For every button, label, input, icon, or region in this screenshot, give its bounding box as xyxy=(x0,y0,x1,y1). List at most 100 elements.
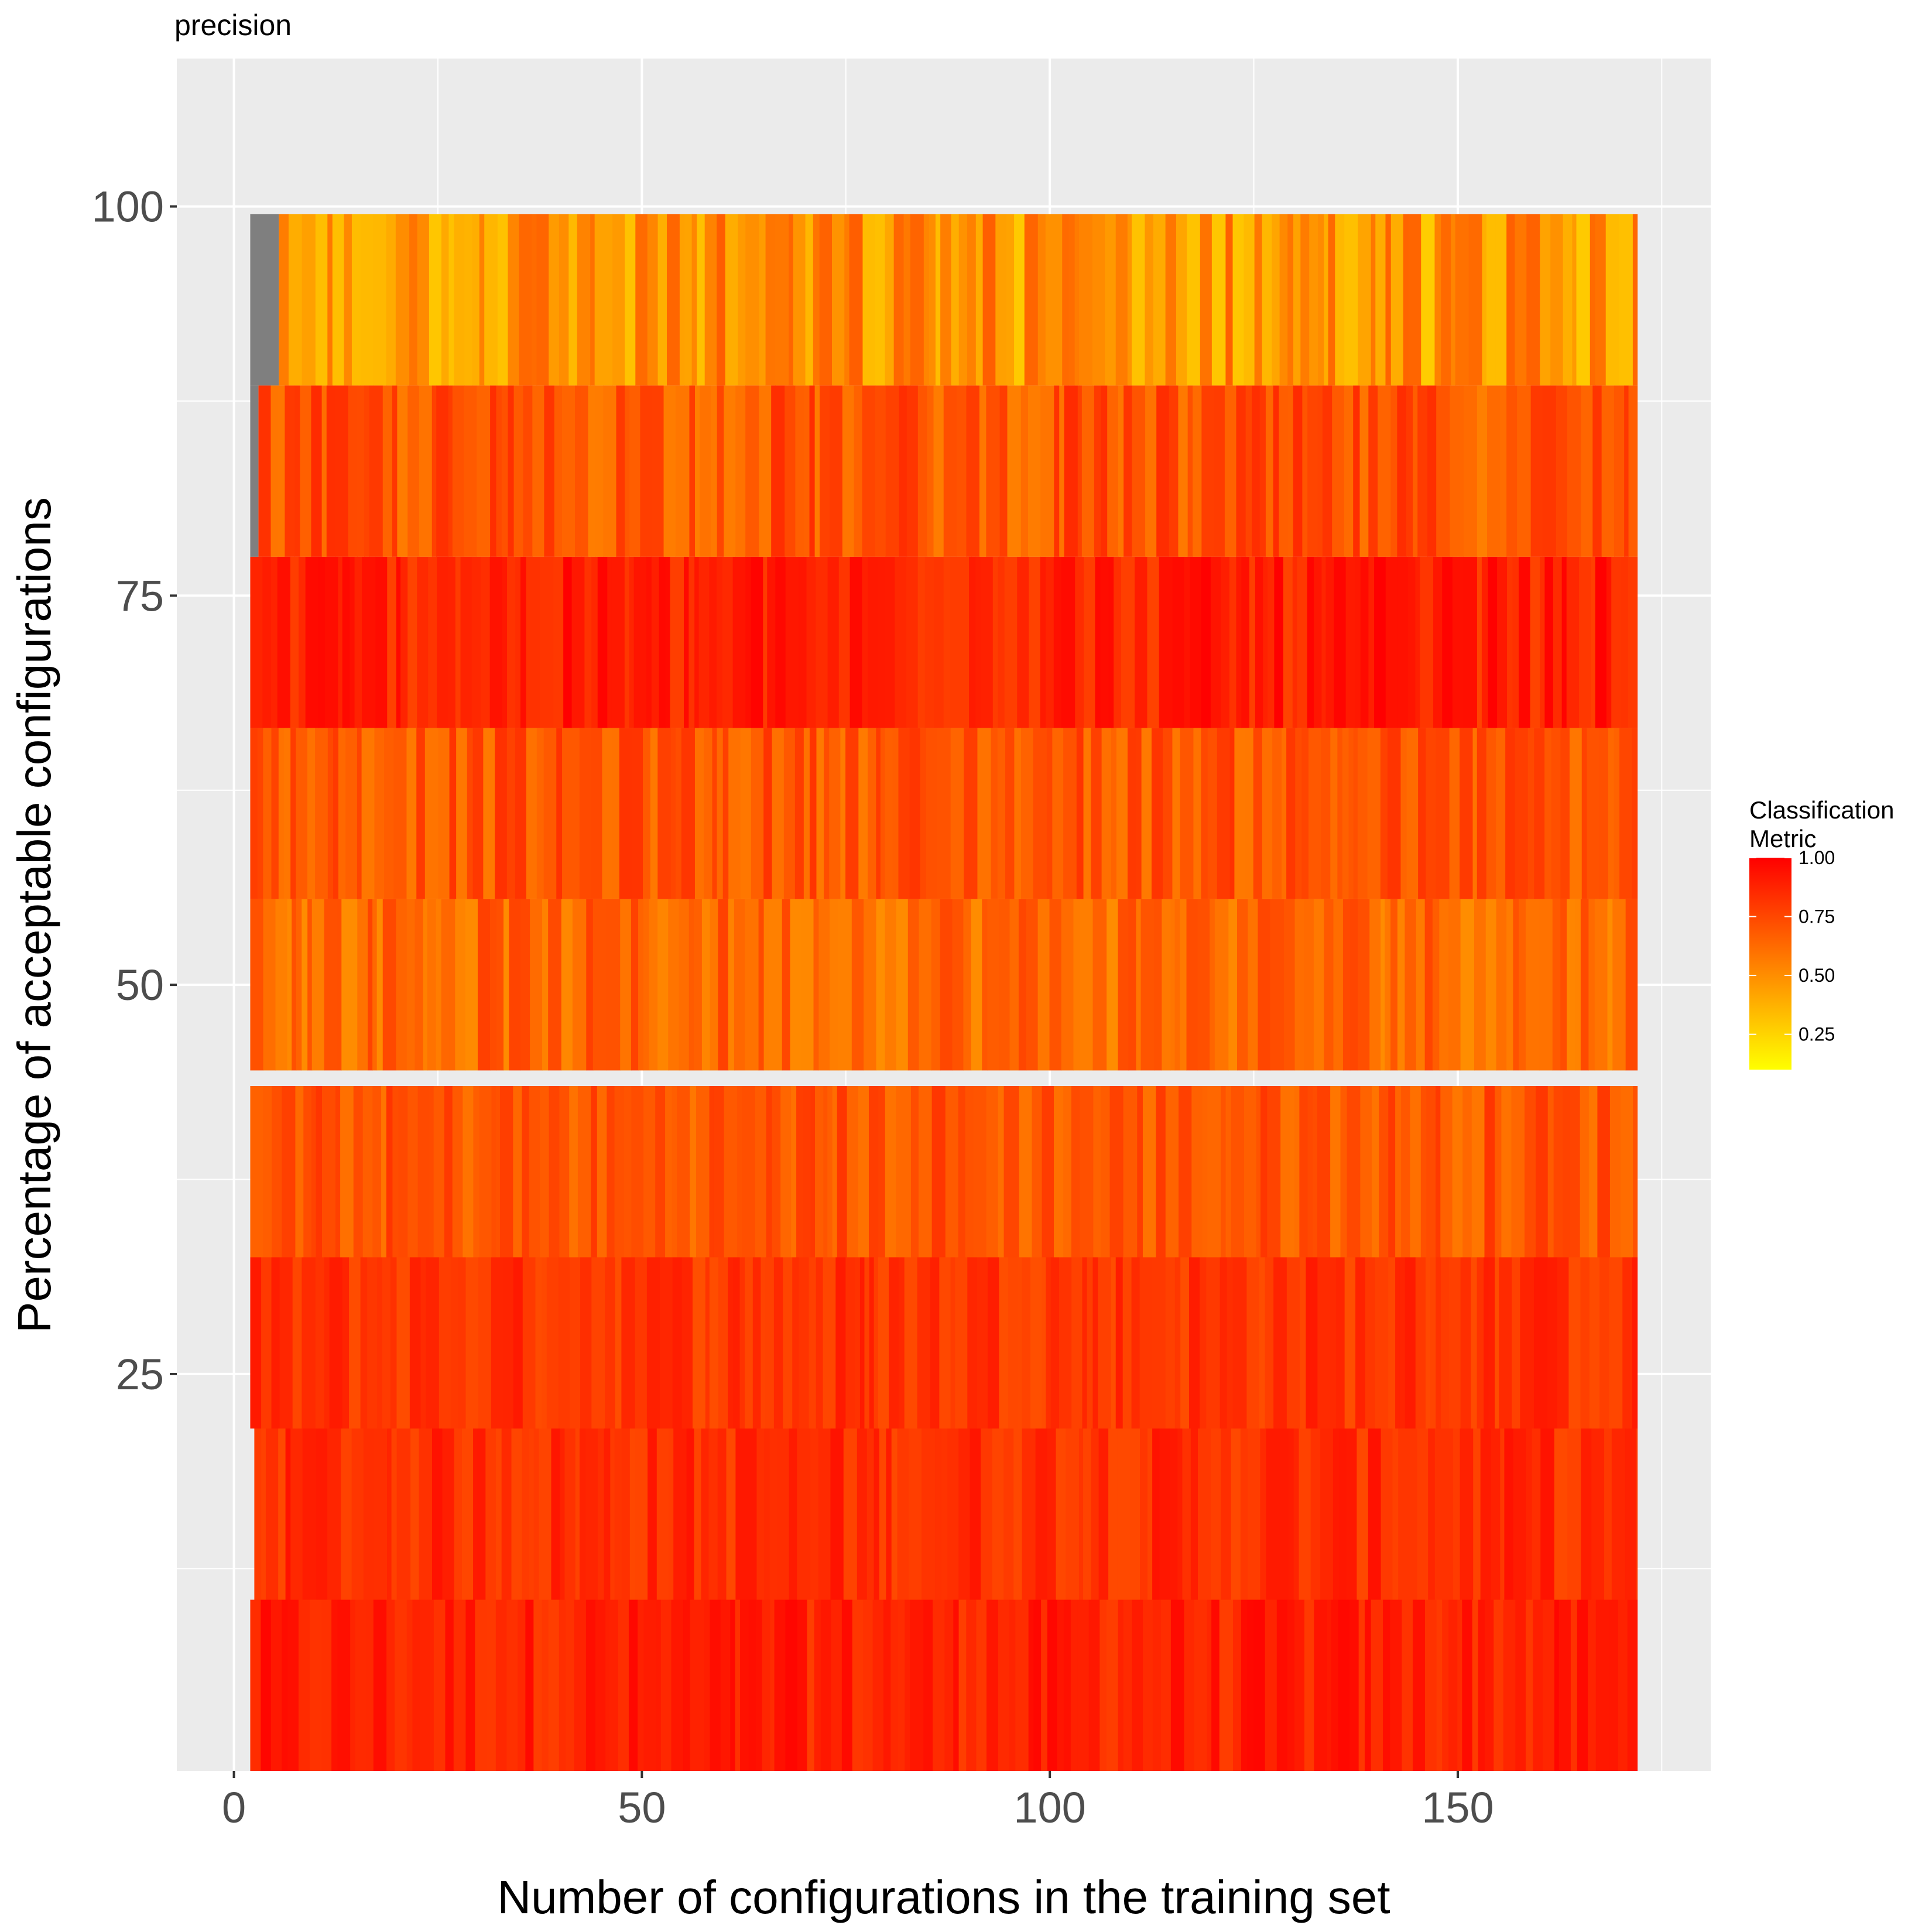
heatmap-cell xyxy=(1057,1599,1064,1771)
heatmap-cell xyxy=(1254,214,1263,386)
heatmap-cell xyxy=(1240,1429,1248,1600)
heatmap-cell xyxy=(1200,214,1212,386)
heatmap-cell xyxy=(732,1257,741,1429)
heatmap-cell xyxy=(873,1429,880,1600)
heatmap-cell xyxy=(270,385,279,557)
heatmap-cell xyxy=(1107,899,1119,1071)
heatmap-cell xyxy=(1221,1429,1232,1600)
heatmap-cell xyxy=(675,385,690,557)
heatmap-cell xyxy=(809,728,817,899)
heatmap-cell xyxy=(801,899,814,1071)
heatmap-cell xyxy=(1141,728,1152,899)
heatmap-cell xyxy=(496,385,502,557)
heatmap-cell xyxy=(831,214,845,386)
heatmap-cell xyxy=(1404,1429,1417,1600)
heatmap-cell xyxy=(1059,1257,1072,1429)
heatmap-cell xyxy=(1042,1257,1046,1429)
heatmap-cell xyxy=(1024,214,1039,386)
heatmap-cell xyxy=(969,556,976,728)
heatmap-cell xyxy=(745,899,759,1071)
heatmap-cell xyxy=(1143,1599,1153,1771)
heatmap-cell xyxy=(1287,1599,1295,1771)
heatmap-cell xyxy=(263,1086,272,1258)
heatmap-cell xyxy=(1073,899,1081,1071)
heatmap-cell xyxy=(1526,214,1540,386)
heatmap-cell xyxy=(433,1599,446,1771)
heatmap-cell xyxy=(429,1086,434,1258)
heatmap-cell xyxy=(758,899,765,1071)
heatmap-cell xyxy=(910,1599,924,1771)
heatmap-cell xyxy=(1580,899,1589,1071)
heatmap-cell xyxy=(732,556,746,728)
heatmap-cell xyxy=(635,1257,648,1429)
heatmap-cell xyxy=(1229,728,1235,899)
heatmap-cell xyxy=(1540,1429,1555,1600)
heatmap-cell xyxy=(885,385,900,557)
heatmap-cell xyxy=(1417,1429,1429,1600)
heatmap-cell xyxy=(1201,728,1208,899)
heatmap-cell xyxy=(503,1257,514,1429)
heatmap-cell xyxy=(263,728,272,899)
heatmap-cell xyxy=(1539,899,1553,1071)
heatmap-cell xyxy=(1224,385,1237,557)
heatmap-cell xyxy=(1136,899,1142,1071)
heatmap-cell xyxy=(1427,385,1437,557)
heatmap-cell xyxy=(250,728,258,899)
heatmap-cell xyxy=(1156,385,1170,557)
heatmap-cell xyxy=(520,899,530,1071)
heatmap-cell xyxy=(605,1599,611,1771)
heatmap-cell xyxy=(1484,1599,1494,1771)
heatmap-cell xyxy=(816,556,828,728)
heatmap-cell xyxy=(635,214,648,386)
heatmap-cell xyxy=(649,899,658,1071)
heatmap-cell xyxy=(939,1257,951,1429)
heatmap-cell xyxy=(875,385,886,557)
heatmap-cell xyxy=(1107,385,1119,557)
heatmap-cell xyxy=(1095,556,1101,728)
heatmap-cell xyxy=(910,1086,919,1258)
heatmap-cell xyxy=(509,899,521,1071)
heatmap-cell xyxy=(689,385,696,557)
heatmap-cell xyxy=(1418,728,1427,899)
heatmap-cell xyxy=(898,1599,905,1771)
heatmap-cell xyxy=(813,899,819,1071)
heatmap-cell xyxy=(971,385,980,557)
heatmap-cell xyxy=(816,1257,824,1429)
heatmap-cell xyxy=(999,385,1008,557)
heatmap-cell xyxy=(1357,728,1368,899)
heatmap-cell xyxy=(772,728,785,899)
heatmap-cell xyxy=(1434,1429,1445,1600)
heatmap-cell xyxy=(1385,556,1397,728)
heatmap-cell xyxy=(1123,1086,1132,1258)
heatmap-cell xyxy=(1176,214,1187,386)
heatmap-cell xyxy=(1420,556,1434,728)
heatmap-cell xyxy=(1078,1429,1084,1600)
heatmap-cell xyxy=(1180,728,1194,899)
heatmap-cell xyxy=(1191,1086,1203,1258)
heatmap-cell xyxy=(279,1257,293,1429)
heatmap-cell xyxy=(1162,899,1171,1071)
heatmap-cell xyxy=(1026,899,1039,1071)
heatmap-cell xyxy=(926,1257,931,1429)
heatmap-cell xyxy=(831,1599,842,1771)
heatmap-cell xyxy=(823,1257,836,1429)
heatmap-cell xyxy=(665,556,671,728)
heatmap-cell xyxy=(382,1257,391,1429)
heatmap-cell xyxy=(1020,385,1029,557)
heatmap-cell xyxy=(1047,1429,1057,1600)
legend-label: 0.25 xyxy=(1799,1024,1835,1045)
heatmap-cell xyxy=(502,556,508,728)
heatmap-cell xyxy=(1177,1429,1183,1600)
heatmap-cell xyxy=(579,728,592,899)
heatmap-cell xyxy=(1477,1257,1484,1429)
heatmap-cell xyxy=(1515,728,1529,899)
heatmap-cell xyxy=(803,385,810,557)
heatmap-cell xyxy=(1231,1429,1241,1600)
heatmap-cell xyxy=(1636,1429,1638,1600)
heatmap-cell xyxy=(935,214,941,386)
heatmap-cell xyxy=(929,214,936,386)
heatmap-cell xyxy=(536,728,544,899)
heatmap-cell xyxy=(1553,1086,1563,1258)
heatmap-cell xyxy=(665,1086,672,1258)
heatmap-cell xyxy=(1018,899,1027,1071)
